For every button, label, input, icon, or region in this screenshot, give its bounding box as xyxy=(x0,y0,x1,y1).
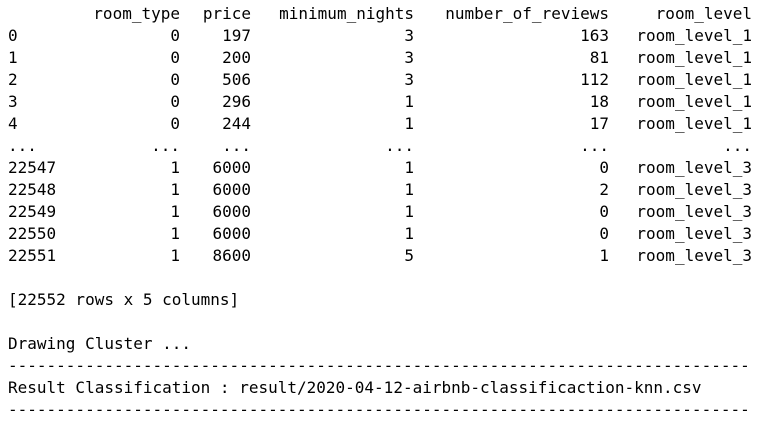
table-row: 0 0 197 3 163 room_level_1 xyxy=(8,25,758,47)
cell-price: 296 xyxy=(222,91,251,113)
table-row: 3 0 296 1 18 room_level_1 xyxy=(8,91,758,113)
cell-room-type: 1 xyxy=(170,201,180,223)
cell-number-of-reviews: 0 xyxy=(599,157,609,179)
cell-room-type: 0 xyxy=(170,25,180,47)
cell-number-of-reviews: 0 xyxy=(599,223,609,245)
table-row: 22550 1 6000 1 0 room_level_3 xyxy=(8,223,758,245)
table-row: 1 0 200 3 81 room_level_1 xyxy=(8,47,758,69)
cell-minimum-nights: 1 xyxy=(404,223,414,245)
cell-number-of-reviews: 163 xyxy=(580,25,609,47)
cell-minimum-nights: 5 xyxy=(404,245,414,267)
table-row: 4 0 244 1 17 room_level_1 xyxy=(8,113,758,135)
cell-number-of-reviews: 17 xyxy=(590,113,609,135)
table-row: .................. xyxy=(8,135,758,157)
cell-room-type: 1 xyxy=(170,179,180,201)
column-header-room-type: room_type xyxy=(93,3,180,25)
cell-minimum-nights: 3 xyxy=(404,47,414,69)
cell-number-of-reviews: 112 xyxy=(580,69,609,91)
cell-room-type: 0 xyxy=(170,47,180,69)
cell-number-of-reviews: 81 xyxy=(590,47,609,69)
cell-minimum-nights: 1 xyxy=(404,201,414,223)
blank-line xyxy=(8,311,758,333)
row-index: 22548 xyxy=(8,179,56,201)
cell-room-level: room_level_1 xyxy=(636,69,752,91)
table-row: 22547 1 6000 1 0 room_level_3 xyxy=(8,157,758,179)
column-header-minimum-nights: minimum_nights xyxy=(279,3,414,25)
table-summary: [22552 rows x 5 columns] xyxy=(8,289,758,311)
drawing-cluster-message: Drawing Cluster ... xyxy=(8,333,758,355)
cell-price: 506 xyxy=(222,69,251,91)
separator-line: ----------------------------------------… xyxy=(8,399,750,421)
cell-price: 200 xyxy=(222,47,251,69)
separator-line: ----------------------------------------… xyxy=(8,355,750,377)
cell-number-of-reviews: ... xyxy=(580,135,609,157)
row-index: 22551 xyxy=(8,245,56,267)
cell-number-of-reviews: 0 xyxy=(599,201,609,223)
cell-room-level: room_level_1 xyxy=(636,113,752,135)
cell-minimum-nights: 1 xyxy=(404,157,414,179)
cell-price: 6000 xyxy=(212,201,251,223)
cell-minimum-nights: 1 xyxy=(404,91,414,113)
cell-minimum-nights: ... xyxy=(385,135,414,157)
cell-number-of-reviews: 2 xyxy=(599,179,609,201)
cell-room-level: room_level_1 xyxy=(636,91,752,113)
table-row: 22548 1 6000 1 2 room_level_3 xyxy=(8,179,758,201)
cell-room-level: room_level_3 xyxy=(636,201,752,223)
row-index: 4 xyxy=(8,113,18,135)
row-index: 22547 xyxy=(8,157,56,179)
cell-room-level: room_level_1 xyxy=(636,47,752,69)
cell-price: 6000 xyxy=(212,179,251,201)
table-body: 0 0 197 3 163 room_level_1 1 0 200 3 81 room_level_… xyxy=(8,25,758,267)
row-index: ... xyxy=(8,135,37,157)
cell-price: 197 xyxy=(222,25,251,47)
cell-room-level: room_level_3 xyxy=(636,179,752,201)
column-header-room-level: room_level xyxy=(656,3,752,25)
row-index: 0 xyxy=(8,25,18,47)
cell-price: ... xyxy=(222,135,251,157)
table-row: 2 0 506 3 112 room_level_1 xyxy=(8,69,758,91)
cell-room-type: 0 xyxy=(170,91,180,113)
result-classification-message: Result Classification : result/2020-04-1… xyxy=(8,377,758,399)
cell-price: 6000 xyxy=(212,223,251,245)
row-index: 2 xyxy=(8,69,18,91)
cell-minimum-nights: 3 xyxy=(404,69,414,91)
table-row: 22551 1 8600 5 1 room_level_3 xyxy=(8,245,758,267)
cell-minimum-nights: 3 xyxy=(404,25,414,47)
row-index: 1 xyxy=(8,47,18,69)
column-header-price: price xyxy=(203,3,251,25)
cell-room-type: 1 xyxy=(170,157,180,179)
cell-number-of-reviews: 18 xyxy=(590,91,609,113)
cell-room-level: room_level_3 xyxy=(636,245,752,267)
blank-line xyxy=(8,267,758,289)
cell-minimum-nights: 1 xyxy=(404,179,414,201)
cell-room-type: ... xyxy=(151,135,180,157)
cell-price: 8600 xyxy=(212,245,251,267)
cell-price: 6000 xyxy=(212,157,251,179)
cell-minimum-nights: 1 xyxy=(404,113,414,135)
cell-room-level: ... xyxy=(723,135,752,157)
cell-room-level: room_level_3 xyxy=(636,223,752,245)
row-index: 22550 xyxy=(8,223,56,245)
row-index: 3 xyxy=(8,91,18,113)
row-index: 22549 xyxy=(8,201,56,223)
table-row: 22549 1 6000 1 0 room_level_3 xyxy=(8,201,758,223)
cell-room-level: room_level_1 xyxy=(636,25,752,47)
table-header-row: room_type price minimum_nights number_of… xyxy=(8,3,758,25)
cell-number-of-reviews: 1 xyxy=(599,245,609,267)
cell-room-type: 1 xyxy=(170,223,180,245)
cell-room-level: room_level_3 xyxy=(636,157,752,179)
column-header-number-of-reviews: number_of_reviews xyxy=(445,3,609,25)
cell-room-type: 0 xyxy=(170,113,180,135)
cell-room-type: 1 xyxy=(170,245,180,267)
cell-room-type: 0 xyxy=(170,69,180,91)
cell-price: 244 xyxy=(222,113,251,135)
